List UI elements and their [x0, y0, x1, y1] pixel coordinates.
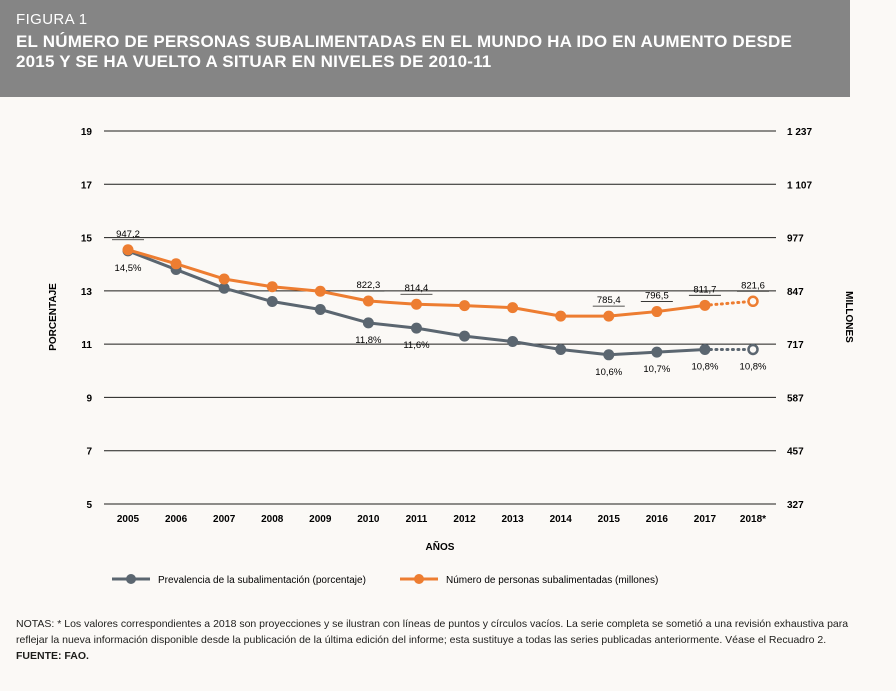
data-point	[507, 302, 519, 314]
y-left-tick-label: 5	[86, 500, 92, 511]
data-label: 10,8%	[691, 361, 718, 372]
y-right-tick-label: 327	[787, 500, 804, 511]
data-point	[555, 343, 567, 355]
x-tick-label: 2010	[357, 514, 380, 525]
x-tick-label: 2017	[694, 514, 717, 525]
data-point	[459, 330, 471, 342]
y-right-axis-title: MILLONES	[843, 291, 854, 343]
figure-label: FIGURA 1	[16, 11, 88, 28]
y-left-tick-label: 7	[86, 447, 92, 458]
x-tick-label: 2014	[550, 514, 573, 525]
data-point	[314, 304, 326, 316]
x-tick-label: 2015	[598, 514, 621, 525]
data-point	[122, 244, 134, 256]
x-tick-label: 2008	[261, 514, 284, 525]
y-left-axis-title: PORCENTAJE	[48, 283, 59, 351]
y-left-tick-label: 19	[81, 127, 93, 138]
y-right-tick-label: 977	[787, 234, 804, 245]
y-right-tick-label: 457	[787, 447, 804, 458]
data-point	[314, 285, 326, 297]
x-tick-label: 2018*	[740, 514, 766, 525]
data-point-projected	[747, 343, 759, 356]
y-right-tick-label: 587	[787, 393, 804, 404]
notes-text: NOTAS: * Los valores correspondientes a …	[16, 618, 849, 646]
y-right-tick-label: 1 237	[787, 127, 812, 138]
data-label: 10,6%	[595, 367, 622, 378]
x-tick-label: 2013	[501, 514, 524, 525]
y-left-tick-label: 11	[81, 340, 92, 351]
y-right-tick-label: 717	[787, 340, 804, 351]
data-label: 11,8%	[355, 335, 382, 346]
legend-label: Número de personas subalimentadas (millo…	[446, 575, 658, 586]
data-point	[362, 317, 374, 329]
x-tick-label: 2011	[406, 514, 428, 525]
y-left-tick-label: 15	[81, 234, 93, 245]
legend-label: Prevalencia de la subalimentación (porce…	[158, 575, 366, 586]
y-right-tick-label: 1 107	[787, 180, 812, 191]
legend-marker	[414, 574, 424, 584]
x-tick-label: 2007	[213, 514, 236, 525]
data-label: 811,7	[693, 284, 716, 295]
data-point	[218, 282, 230, 294]
data-label: 785,4	[597, 295, 621, 306]
data-label: 10,7%	[643, 364, 670, 375]
source-text: FUENTE: FAO.	[16, 650, 89, 662]
data-point	[266, 281, 278, 293]
data-point	[651, 346, 663, 358]
y-left-tick-label: 17	[81, 180, 93, 191]
series-projection-line	[703, 299, 755, 307]
data-point	[459, 300, 471, 312]
figure-title: EL NÚMERO DE PERSONAS SUBALIMENTADAS EN …	[16, 32, 792, 71]
data-point	[603, 310, 615, 322]
figure-notes: NOTAS: * Los valores correspondientes a …	[16, 616, 856, 664]
data-point	[651, 306, 663, 318]
data-point	[266, 296, 278, 308]
y-right-tick-label: 847	[787, 287, 804, 298]
data-label: 796,5	[645, 291, 669, 302]
data-point	[507, 335, 519, 347]
legend-marker	[126, 574, 136, 584]
data-label: 814,4	[405, 283, 429, 294]
data-point	[410, 322, 422, 334]
x-tick-label: 2005	[117, 514, 140, 525]
data-point	[603, 349, 615, 361]
data-point	[170, 258, 182, 270]
data-point	[699, 343, 711, 355]
y-left-tick-label: 9	[86, 393, 92, 404]
data-point	[362, 295, 374, 307]
x-tick-label: 2006	[165, 514, 188, 525]
data-label: 822,3	[356, 280, 380, 291]
data-label: 14,5%	[115, 263, 142, 274]
data-label: 821,6	[741, 280, 765, 291]
x-tick-label: 2016	[646, 514, 669, 525]
figure-header: FIGURA 1 EL NÚMERO DE PERSONAS SUBALIMEN…	[0, 0, 850, 97]
data-point	[699, 299, 711, 311]
data-point-projected	[747, 295, 759, 308]
data-label: 10,8%	[740, 361, 767, 372]
x-tick-label: 2012	[453, 514, 476, 525]
data-point	[218, 273, 230, 285]
x-axis-title: AÑOS	[426, 540, 455, 553]
data-label: 947,2	[116, 229, 140, 240]
data-point	[555, 310, 567, 322]
data-label: 11,6%	[403, 340, 430, 351]
line-chart: 19 1 237 17 1 107 15 977 13 847 11 717 9 587 7 457 5 32…	[48, 127, 854, 586]
x-tick-label: 2009	[309, 514, 332, 525]
y-left-tick-label: 13	[81, 287, 93, 298]
data-point	[410, 298, 422, 310]
